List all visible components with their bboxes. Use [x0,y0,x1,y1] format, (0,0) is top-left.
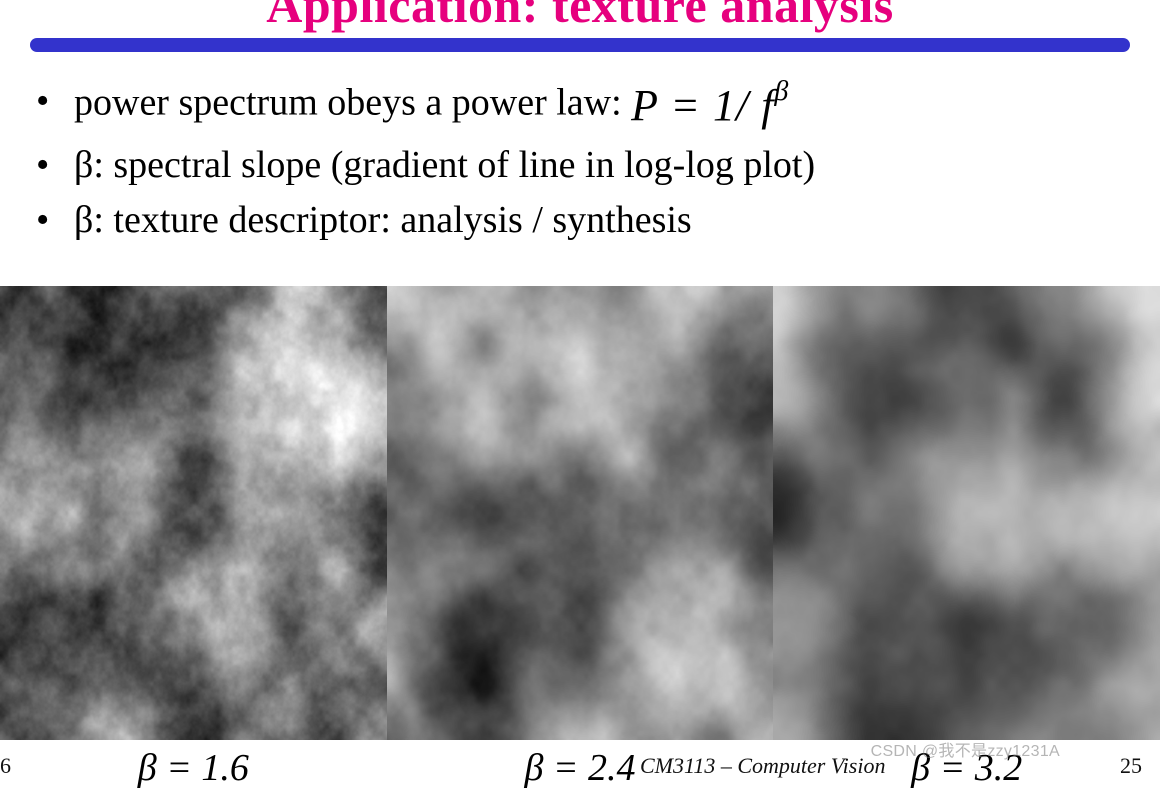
bullet-list: power spectrum obeys a power law: P = 1/… [36,74,1160,248]
texture-panel-2 [387,286,774,740]
texture-canvas-1 [0,286,387,740]
bullet-1: power spectrum obeys a power law: P = 1/… [36,74,1160,138]
texture-panel-1 [0,286,387,740]
footer-left-number: 6 [0,753,11,779]
texture-canvas-3 [773,286,1160,740]
power-law-formula: P = 1/ fβ [631,81,789,130]
formula-eq: = [658,81,713,130]
texture-panel-3 [773,286,1160,740]
texture-canvas-2 [387,286,774,740]
footer-page-number: 25 [1120,753,1142,779]
formula-rhs: 1/ f [713,81,774,130]
formula-P: P [631,81,658,130]
formula-exp: β [774,76,789,107]
bullet-2: β: spectral slope (gradient of line in l… [36,138,1160,193]
bullet-1-text: power spectrum obeys a power law: [74,82,631,124]
footer-course: CM3113 – Computer Vision [640,753,885,779]
watermark-text: CSDN @我不是zzy1231A [871,737,1060,761]
texture-row [0,286,1160,740]
title-underline [30,38,1130,52]
slide-title: Application: texture analysis [0,0,1160,34]
beta-label-1: β = 1.6 [0,746,387,790]
bullet-3: β: texture descriptor: analysis / synthe… [36,193,1160,248]
